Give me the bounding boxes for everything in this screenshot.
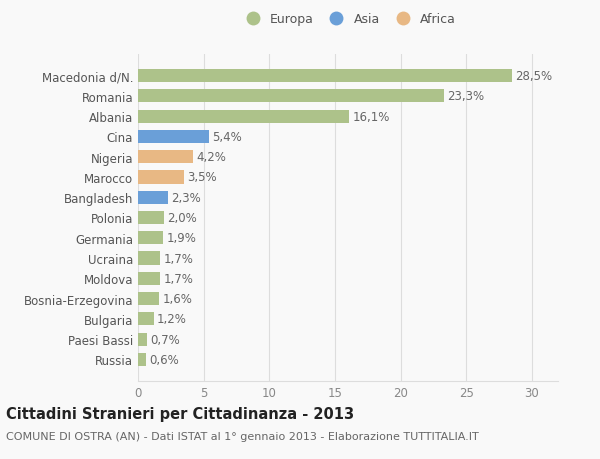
Bar <box>138 292 159 306</box>
Text: 0,6%: 0,6% <box>149 353 179 366</box>
Bar <box>138 353 146 366</box>
Text: 4,2%: 4,2% <box>196 151 226 164</box>
Bar <box>138 171 184 184</box>
Bar <box>138 232 163 245</box>
Bar <box>138 333 147 346</box>
Text: 1,7%: 1,7% <box>164 272 193 285</box>
Bar <box>138 90 444 103</box>
Text: 16,1%: 16,1% <box>353 111 390 123</box>
Bar <box>138 110 349 123</box>
Text: 0,7%: 0,7% <box>151 333 180 346</box>
Text: 3,5%: 3,5% <box>187 171 217 184</box>
Text: 1,9%: 1,9% <box>166 232 196 245</box>
Bar <box>138 252 160 265</box>
Bar <box>138 313 154 326</box>
Text: COMUNE DI OSTRA (AN) - Dati ISTAT al 1° gennaio 2013 - Elaborazione TUTTITALIA.I: COMUNE DI OSTRA (AN) - Dati ISTAT al 1° … <box>6 431 479 442</box>
Bar <box>138 70 512 83</box>
Text: 23,3%: 23,3% <box>447 90 484 103</box>
Text: 1,2%: 1,2% <box>157 313 187 325</box>
Legend: Europa, Asia, Africa: Europa, Asia, Africa <box>236 9 460 30</box>
Text: 1,7%: 1,7% <box>164 252 193 265</box>
Bar <box>138 151 193 164</box>
Bar <box>138 272 160 285</box>
Text: 28,5%: 28,5% <box>515 70 553 83</box>
Text: 5,4%: 5,4% <box>212 131 242 144</box>
Text: 1,6%: 1,6% <box>162 292 192 305</box>
Bar <box>138 130 209 144</box>
Text: Cittadini Stranieri per Cittadinanza - 2013: Cittadini Stranieri per Cittadinanza - 2… <box>6 406 354 421</box>
Bar <box>138 191 168 204</box>
Text: 2,0%: 2,0% <box>167 212 197 224</box>
Bar <box>138 212 164 224</box>
Text: 2,3%: 2,3% <box>172 191 201 204</box>
